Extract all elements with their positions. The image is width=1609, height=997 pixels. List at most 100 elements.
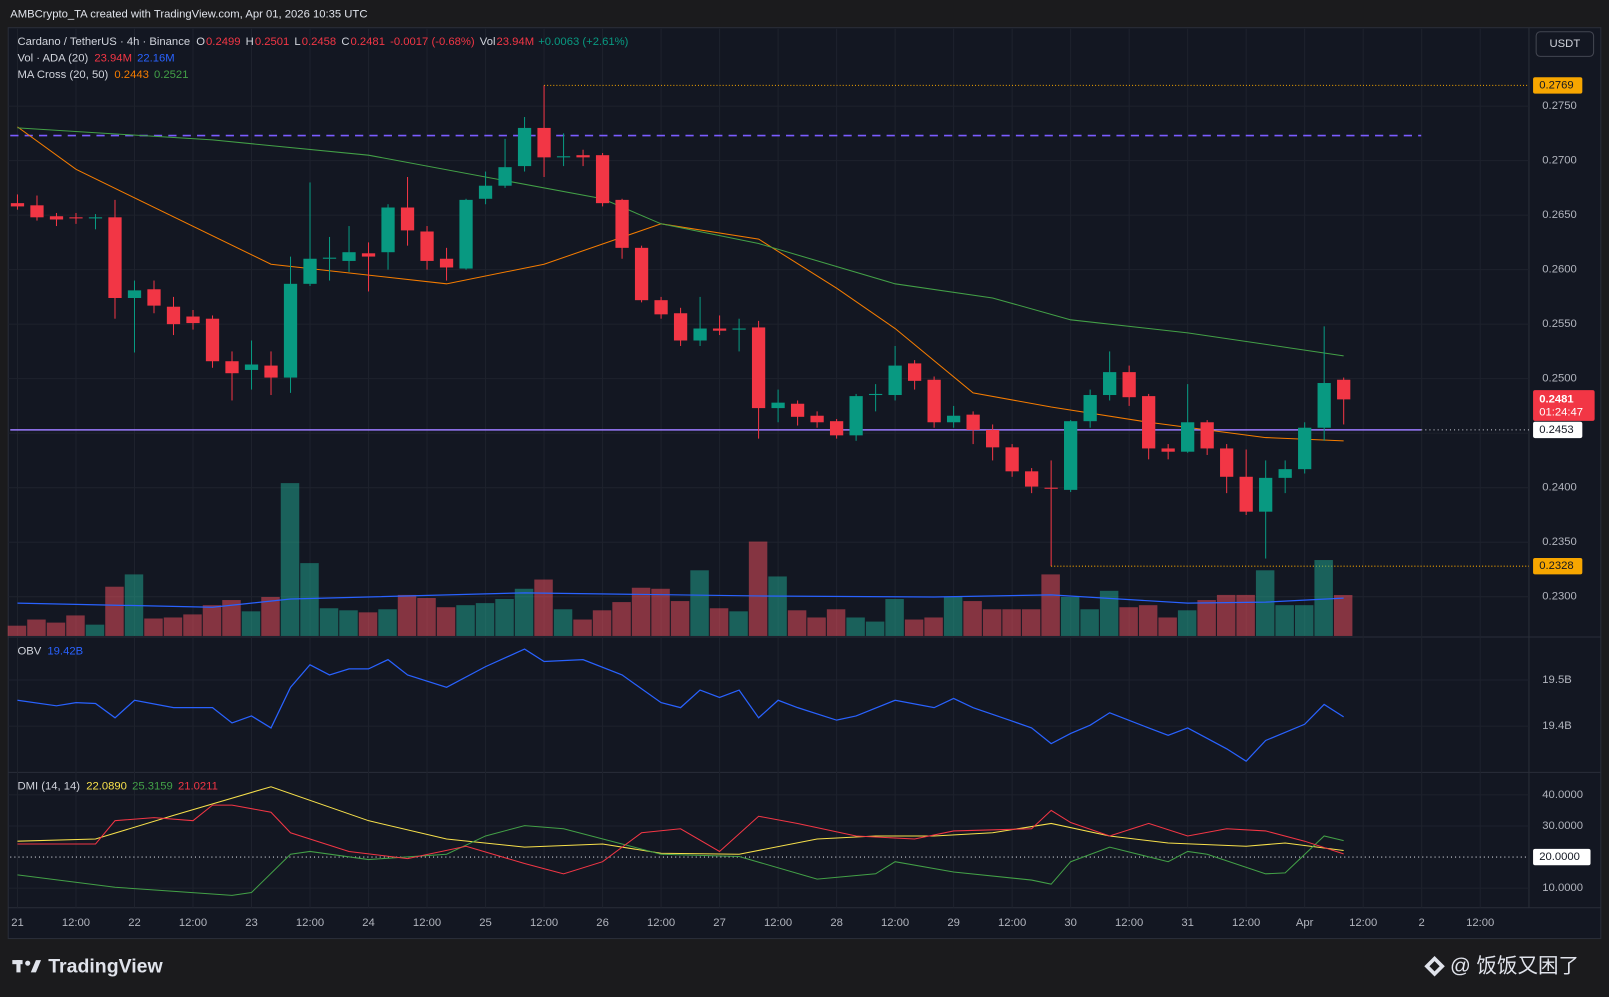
- labels: 21 12:00 22 12:00 23 12:00 24 12:00 25 12:00 26 12:…: [11, 36, 1595, 929]
- x-tick-label: 28: [830, 917, 843, 929]
- y-tick-label: 19.5B: [1542, 674, 1571, 686]
- x-tick-label: 21: [11, 917, 24, 929]
- x-tick-label: 29: [947, 917, 960, 929]
- volume-bar: [592, 610, 612, 636]
- volume-bar: [1314, 560, 1333, 636]
- volume-bar: [612, 602, 631, 636]
- x-tick-label: 12:00: [1466, 917, 1494, 929]
- x-tick-label: 12:00: [1349, 917, 1377, 929]
- candle-body: [342, 252, 356, 261]
- x-tick-label: 26: [596, 917, 609, 929]
- volume-bar: [514, 588, 534, 636]
- volume-bar: [846, 617, 865, 636]
- marks: [7, 84, 1529, 896]
- volume-bar: [378, 609, 397, 636]
- volume-bar: [319, 608, 339, 636]
- volume-bar: [1216, 594, 1236, 636]
- candle-body: [751, 327, 766, 409]
- candle-body: [1122, 372, 1136, 398]
- volume-bar: [553, 609, 573, 636]
- candle-body: [225, 361, 239, 374]
- currency-label[interactable]: USDT: [1550, 38, 1581, 50]
- x-tick-label: 12:00: [647, 917, 675, 929]
- x-tick-label: 12:00: [764, 917, 792, 929]
- volume-bar: [1158, 617, 1177, 636]
- volume-bar: [1333, 595, 1353, 636]
- candle-body: [1005, 447, 1019, 472]
- legend-value: 0.2501: [255, 36, 289, 48]
- candle-body: [888, 365, 902, 396]
- x-tick-label: 12:00: [296, 917, 324, 929]
- volume-bar: [709, 608, 729, 636]
- candle-body: [712, 328, 727, 331]
- line: [17, 126, 1344, 442]
- candle-body: [693, 328, 707, 341]
- volume-bar: [534, 579, 553, 636]
- volume-bar: [924, 617, 943, 636]
- candle-body: [147, 289, 161, 306]
- volume-bar: [1099, 590, 1119, 636]
- brand-name: TradingView: [48, 955, 163, 977]
- candle-body: [907, 363, 922, 381]
- indicator-name: OBV: [17, 645, 41, 657]
- y-tick-label: 10.0000: [1542, 882, 1583, 894]
- candle-body: [1083, 395, 1097, 422]
- x-tick-label: 12:00: [413, 917, 441, 929]
- indicator-value: 22.0890: [86, 781, 127, 793]
- volume-bar: [787, 610, 807, 636]
- indicator-value: 21.0211: [178, 781, 218, 793]
- candle-body: [1259, 477, 1273, 512]
- volume-bar: [1041, 574, 1060, 636]
- volume-bar: [670, 601, 690, 636]
- candle-body: [244, 364, 259, 370]
- candle-body: [985, 429, 1000, 448]
- candle-body: [673, 313, 688, 341]
- candle-body: [829, 421, 844, 436]
- candle-body: [108, 217, 122, 298]
- price-label: 0.2453: [1539, 424, 1573, 436]
- volume-bar: [241, 611, 261, 636]
- legend-value: 0.2499: [206, 36, 240, 48]
- indicator-value: 19.42B: [47, 645, 83, 657]
- volume-bar: [1275, 605, 1294, 636]
- symbol-title: Cardano / TetherUS · 4h · Binance: [17, 36, 190, 48]
- chart-area: [7, 27, 1602, 940]
- volume-bar: [1119, 607, 1138, 636]
- volume-bar: [27, 619, 46, 636]
- volume-bar: [943, 596, 963, 636]
- candle-body: [1317, 383, 1331, 428]
- line: [17, 804, 1344, 875]
- indicator-value: 22.16M: [137, 52, 175, 64]
- volume-bar: [163, 617, 183, 636]
- x-tick-label: 22: [128, 917, 141, 929]
- currency-button[interactable]: [1535, 31, 1595, 57]
- candle-body: [927, 379, 941, 423]
- candle-body: [654, 300, 668, 315]
- candle-body: [576, 155, 590, 158]
- y-tick-label: 0.2400: [1542, 482, 1576, 494]
- reference-label-box: [1533, 848, 1591, 866]
- x-tick-label: 25: [479, 917, 492, 929]
- x-tick-label: 12:00: [62, 917, 90, 929]
- volume-bar: [1236, 594, 1255, 636]
- candle-body: [849, 396, 863, 436]
- volume-bar: [339, 610, 358, 636]
- volume-bar: [436, 607, 456, 636]
- volume-bar: [690, 570, 709, 636]
- candle-body: [283, 283, 298, 378]
- candle-body: [868, 393, 883, 396]
- candle-body: [966, 414, 980, 430]
- volume-bar: [358, 612, 378, 636]
- x-tick-label: 12:00: [530, 917, 558, 929]
- volume-bar: [807, 617, 826, 636]
- candle-body: [166, 306, 181, 325]
- volume-bar: [280, 483, 300, 636]
- volume-bar: [46, 622, 66, 636]
- candle-body: [478, 185, 493, 199]
- candle-body: [1161, 448, 1175, 452]
- candle-body: [1337, 379, 1351, 400]
- grid: [8, 27, 1601, 909]
- volume-bar: [475, 603, 495, 636]
- high-marker-box: [1533, 77, 1583, 94]
